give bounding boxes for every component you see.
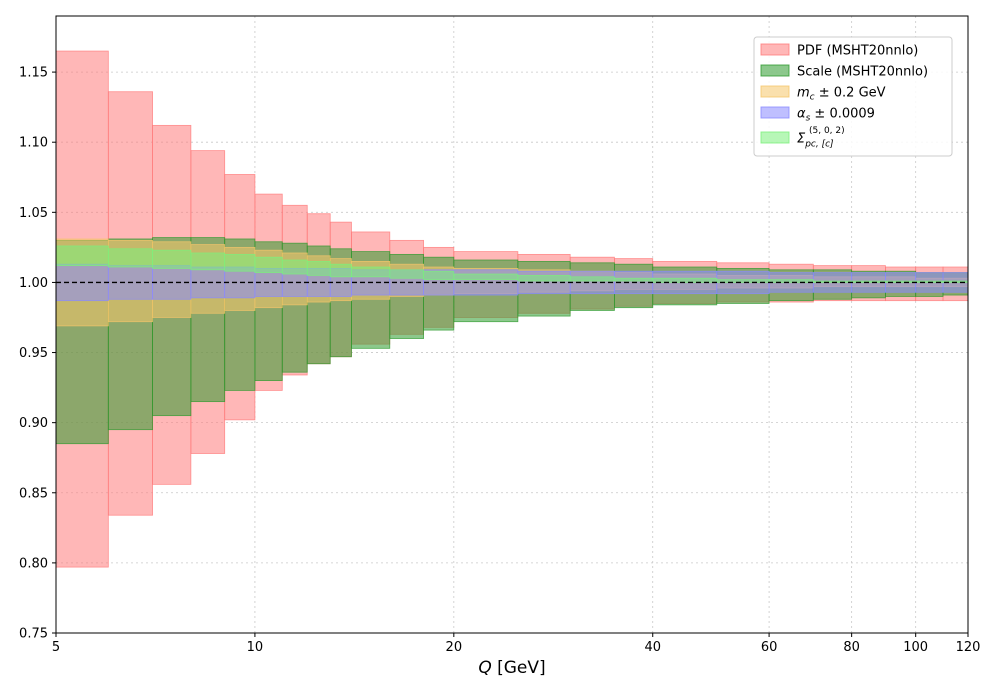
band-bin xyxy=(423,270,455,281)
x-axis-title: Q [GeV] xyxy=(478,658,545,678)
band-bin xyxy=(768,279,814,283)
legend: PDF (MSHT20nnlo) Scale (MSHT20nnlo) mc ± 0… xyxy=(753,36,953,157)
band-bin xyxy=(517,275,571,282)
x-axis-title-unit: [GeV] xyxy=(492,658,546,678)
legend-swatch xyxy=(760,64,790,77)
band-bin xyxy=(224,253,256,272)
x-tick-label: 20 xyxy=(446,640,463,655)
series-band-4 xyxy=(55,245,969,283)
x-axis-title-symbol: Q xyxy=(478,658,491,678)
x-tick-label: 120 xyxy=(956,640,981,655)
legend-label: Scale (MSHT20nnlo) xyxy=(797,65,928,80)
band-bin xyxy=(329,263,352,278)
band-bin xyxy=(281,259,308,275)
x-tick-label: 40 xyxy=(644,640,661,655)
y-tick-label: 0.95 xyxy=(19,346,48,361)
band-bin xyxy=(152,249,192,269)
legend-label: αs ± 0.0009 xyxy=(797,107,875,124)
legend-label: Σpc, [c] xyxy=(797,132,834,150)
y-tick-label: 0.85 xyxy=(19,486,48,501)
band-bin xyxy=(614,277,654,282)
x-tick-label: 5 xyxy=(52,640,60,655)
y-tick-label: 1.05 xyxy=(19,206,48,221)
legend-swatch xyxy=(760,43,790,56)
x-tick-label: 100 xyxy=(903,640,928,655)
legend-label: PDF (MSHT20nnlo) xyxy=(797,44,918,59)
legend-swatch xyxy=(760,131,790,144)
legend-box xyxy=(753,36,953,157)
legend-swatch xyxy=(760,85,790,98)
band-bin xyxy=(55,245,109,267)
y-tick-label: 0.80 xyxy=(19,556,48,571)
x-tick-label: 10 xyxy=(247,640,264,655)
y-tick-label: 1.10 xyxy=(19,136,48,151)
axes: 5 10 20 40 60 80 100 120 0.75 0.80 0.85 0.90 0.95 1.0… xyxy=(19,66,980,655)
y-tick-label: 1.15 xyxy=(19,66,48,81)
x-tick-label: 60 xyxy=(761,640,778,655)
band-bin xyxy=(254,256,283,274)
band-bin xyxy=(107,248,153,268)
uncertainty-bands xyxy=(55,50,969,568)
band-bin xyxy=(453,273,519,281)
y-tick-label: 0.90 xyxy=(19,416,48,431)
legend-swatch xyxy=(760,106,790,119)
plot-frame xyxy=(55,15,969,634)
band-bin xyxy=(190,252,226,271)
y-tick-label: 1.00 xyxy=(19,276,48,291)
band-bin xyxy=(389,269,424,279)
legend-label: mc ± 0.2 GeV xyxy=(797,86,886,103)
y-tick-label: 0.75 xyxy=(19,627,48,642)
legend-label-superscript: (5, 0, 2) xyxy=(809,126,845,136)
band-bin xyxy=(351,266,391,278)
band-bin xyxy=(306,260,331,276)
x-tick-label: 80 xyxy=(843,640,860,655)
band-bin xyxy=(569,276,615,282)
